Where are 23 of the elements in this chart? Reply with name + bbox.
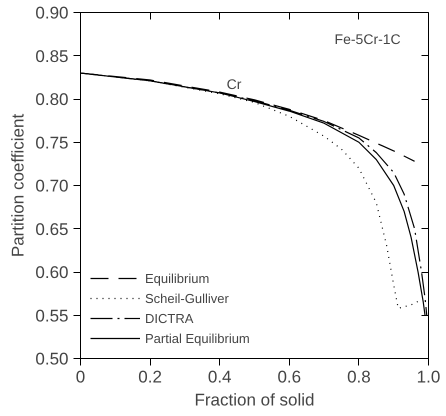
y-tick-label: 0.60 xyxy=(35,263,69,282)
y-tick-label: 0.50 xyxy=(35,350,69,368)
y-tick-label: 0.55 xyxy=(35,306,69,326)
y-tick-label: 0.85 xyxy=(35,46,69,66)
y-tick-label: 0.80 xyxy=(35,90,69,109)
x-axis-title: Fraction of solid xyxy=(194,390,314,410)
x-tick-label: 1.0 xyxy=(416,368,440,386)
y-tick-label: 0.75 xyxy=(35,133,69,152)
legend-label: Equilibrium xyxy=(145,270,210,286)
annotation: Fe-5Cr-1C xyxy=(334,31,401,48)
legend-label: Scheil-Gulliver xyxy=(145,290,229,306)
x-tick-label: 0 xyxy=(76,368,86,386)
y-axis-title: Partition coefficient xyxy=(8,114,28,258)
y-tick-label: 0.90 xyxy=(35,4,69,22)
x-tick-label: 0.4 xyxy=(208,368,232,386)
x-tick-label: 0.2 xyxy=(138,368,162,386)
x-tick-label: 0.6 xyxy=(277,368,302,386)
y-tick-label: 0.70 xyxy=(35,176,69,196)
y-tick-label: 0.65 xyxy=(35,220,69,239)
x-tick-label: 0.8 xyxy=(347,368,371,386)
annotation: Cr xyxy=(226,76,242,92)
legend-label: Partial Equilibrium xyxy=(145,330,250,346)
legend-label: DICTRA xyxy=(145,310,194,326)
